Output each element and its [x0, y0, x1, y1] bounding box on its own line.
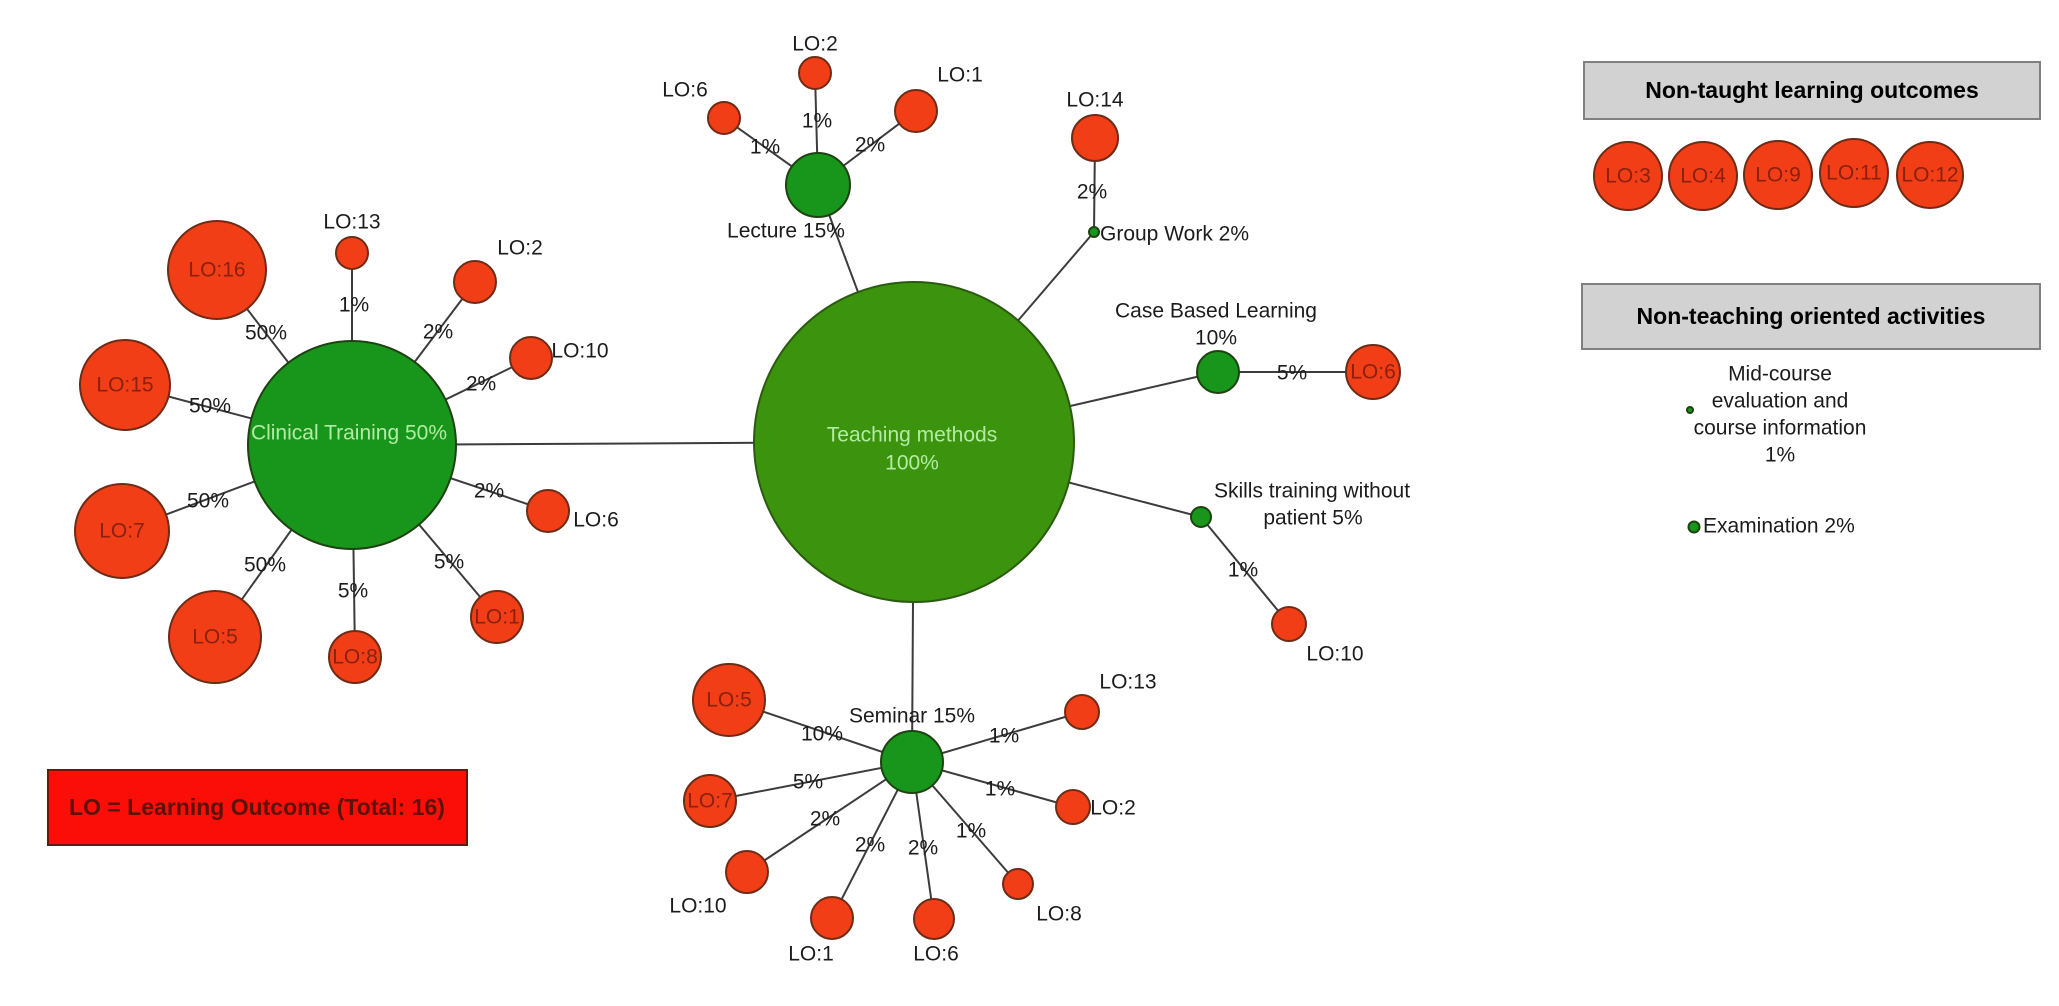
svg-text:2%: 2%: [810, 808, 840, 831]
svg-text:Case Based Learning: Case Based Learning: [1115, 300, 1317, 323]
svg-text:LO:5: LO:5: [706, 689, 752, 712]
svg-text:LO:13: LO:13: [1099, 671, 1156, 694]
svg-text:2%: 2%: [423, 321, 453, 344]
svg-text:2%: 2%: [855, 134, 885, 157]
svg-text:1%: 1%: [989, 725, 1019, 748]
svg-text:Seminar 15%: Seminar 15%: [849, 705, 975, 728]
svg-text:Non-taught learning outcomes: Non-taught learning outcomes: [1645, 77, 1979, 103]
svg-text:LO:6: LO:6: [573, 509, 619, 532]
svg-text:2%: 2%: [855, 834, 885, 857]
svg-text:LO:12: LO:12: [1901, 164, 1958, 187]
svg-text:LO:10: LO:10: [669, 895, 726, 918]
svg-text:LO:14: LO:14: [1066, 89, 1124, 112]
svg-text:10%: 10%: [1195, 327, 1237, 350]
svg-text:Clinical Training 50%: Clinical Training 50%: [251, 422, 447, 445]
svg-text:LO:4: LO:4: [1680, 165, 1726, 188]
svg-text:LO:5: LO:5: [192, 626, 238, 649]
svg-text:LO:9: LO:9: [1755, 164, 1801, 187]
svg-text:LO:2: LO:2: [1090, 797, 1136, 820]
svg-text:LO:15: LO:15: [96, 374, 153, 397]
svg-text:50%: 50%: [187, 490, 229, 513]
svg-text:LO:8: LO:8: [332, 646, 378, 669]
svg-text:LO:8: LO:8: [1036, 903, 1082, 926]
svg-text:LO = Learning Outcome (Total:: LO = Learning Outcome (Total: 16): [69, 794, 445, 820]
svg-text:2%: 2%: [474, 480, 504, 503]
svg-text:LO:13: LO:13: [323, 211, 380, 234]
svg-text:LO:1: LO:1: [937, 64, 983, 87]
svg-text:LO:1: LO:1: [474, 606, 520, 629]
svg-text:50%: 50%: [245, 322, 287, 345]
svg-text:LO:10: LO:10: [1306, 643, 1363, 666]
svg-text:LO:6: LO:6: [913, 943, 959, 966]
svg-text:5%: 5%: [434, 551, 464, 574]
svg-text:1%: 1%: [339, 294, 369, 317]
svg-text:2%: 2%: [908, 837, 938, 860]
svg-text:patient 5%: patient 5%: [1263, 507, 1362, 530]
svg-text:LO:11: LO:11: [1826, 162, 1882, 185]
svg-text:2%: 2%: [466, 373, 496, 396]
svg-text:1%: 1%: [802, 110, 832, 133]
svg-text:5%: 5%: [338, 580, 368, 603]
svg-text:5%: 5%: [793, 771, 823, 794]
svg-text:Lecture 15%: Lecture 15%: [727, 220, 845, 243]
svg-text:10%: 10%: [801, 723, 843, 746]
svg-text:LO:6: LO:6: [1350, 361, 1396, 384]
svg-text:LO:16: LO:16: [188, 259, 245, 282]
svg-text:5%: 5%: [1277, 362, 1307, 385]
svg-text:1%: 1%: [1228, 559, 1258, 582]
svg-text:Skills training without: Skills training without: [1214, 480, 1410, 503]
svg-text:100%: 100%: [885, 452, 939, 475]
svg-text:LO:2: LO:2: [792, 33, 838, 56]
svg-text:LO:10: LO:10: [551, 340, 608, 363]
svg-text:Non-teaching oriented activiti: Non-teaching oriented activities: [1637, 303, 1986, 329]
svg-text:LO:7: LO:7: [99, 520, 145, 543]
svg-text:1%: 1%: [750, 136, 780, 159]
svg-text:Group Work 2%: Group Work 2%: [1100, 223, 1249, 246]
svg-text:50%: 50%: [189, 395, 231, 418]
svg-text:50%: 50%: [244, 554, 286, 577]
svg-text:LO:6: LO:6: [662, 79, 708, 102]
svg-text:LO:3: LO:3: [1605, 165, 1651, 188]
svg-text:Examination 2%: Examination 2%: [1703, 515, 1855, 538]
svg-text:2%: 2%: [1077, 181, 1107, 204]
svg-text:1%: 1%: [985, 778, 1015, 801]
svg-text:Teaching methods: Teaching methods: [827, 424, 997, 447]
svg-text:Mid-course: Mid-course: [1728, 363, 1832, 386]
svg-text:course information: course information: [1694, 417, 1867, 440]
svg-text:1%: 1%: [1765, 444, 1795, 467]
svg-text:LO:2: LO:2: [497, 237, 543, 260]
svg-text:evaluation and: evaluation and: [1712, 390, 1849, 413]
svg-text:LO:1: LO:1: [788, 943, 834, 966]
svg-text:LO:7: LO:7: [687, 790, 733, 813]
svg-text:1%: 1%: [956, 820, 986, 843]
